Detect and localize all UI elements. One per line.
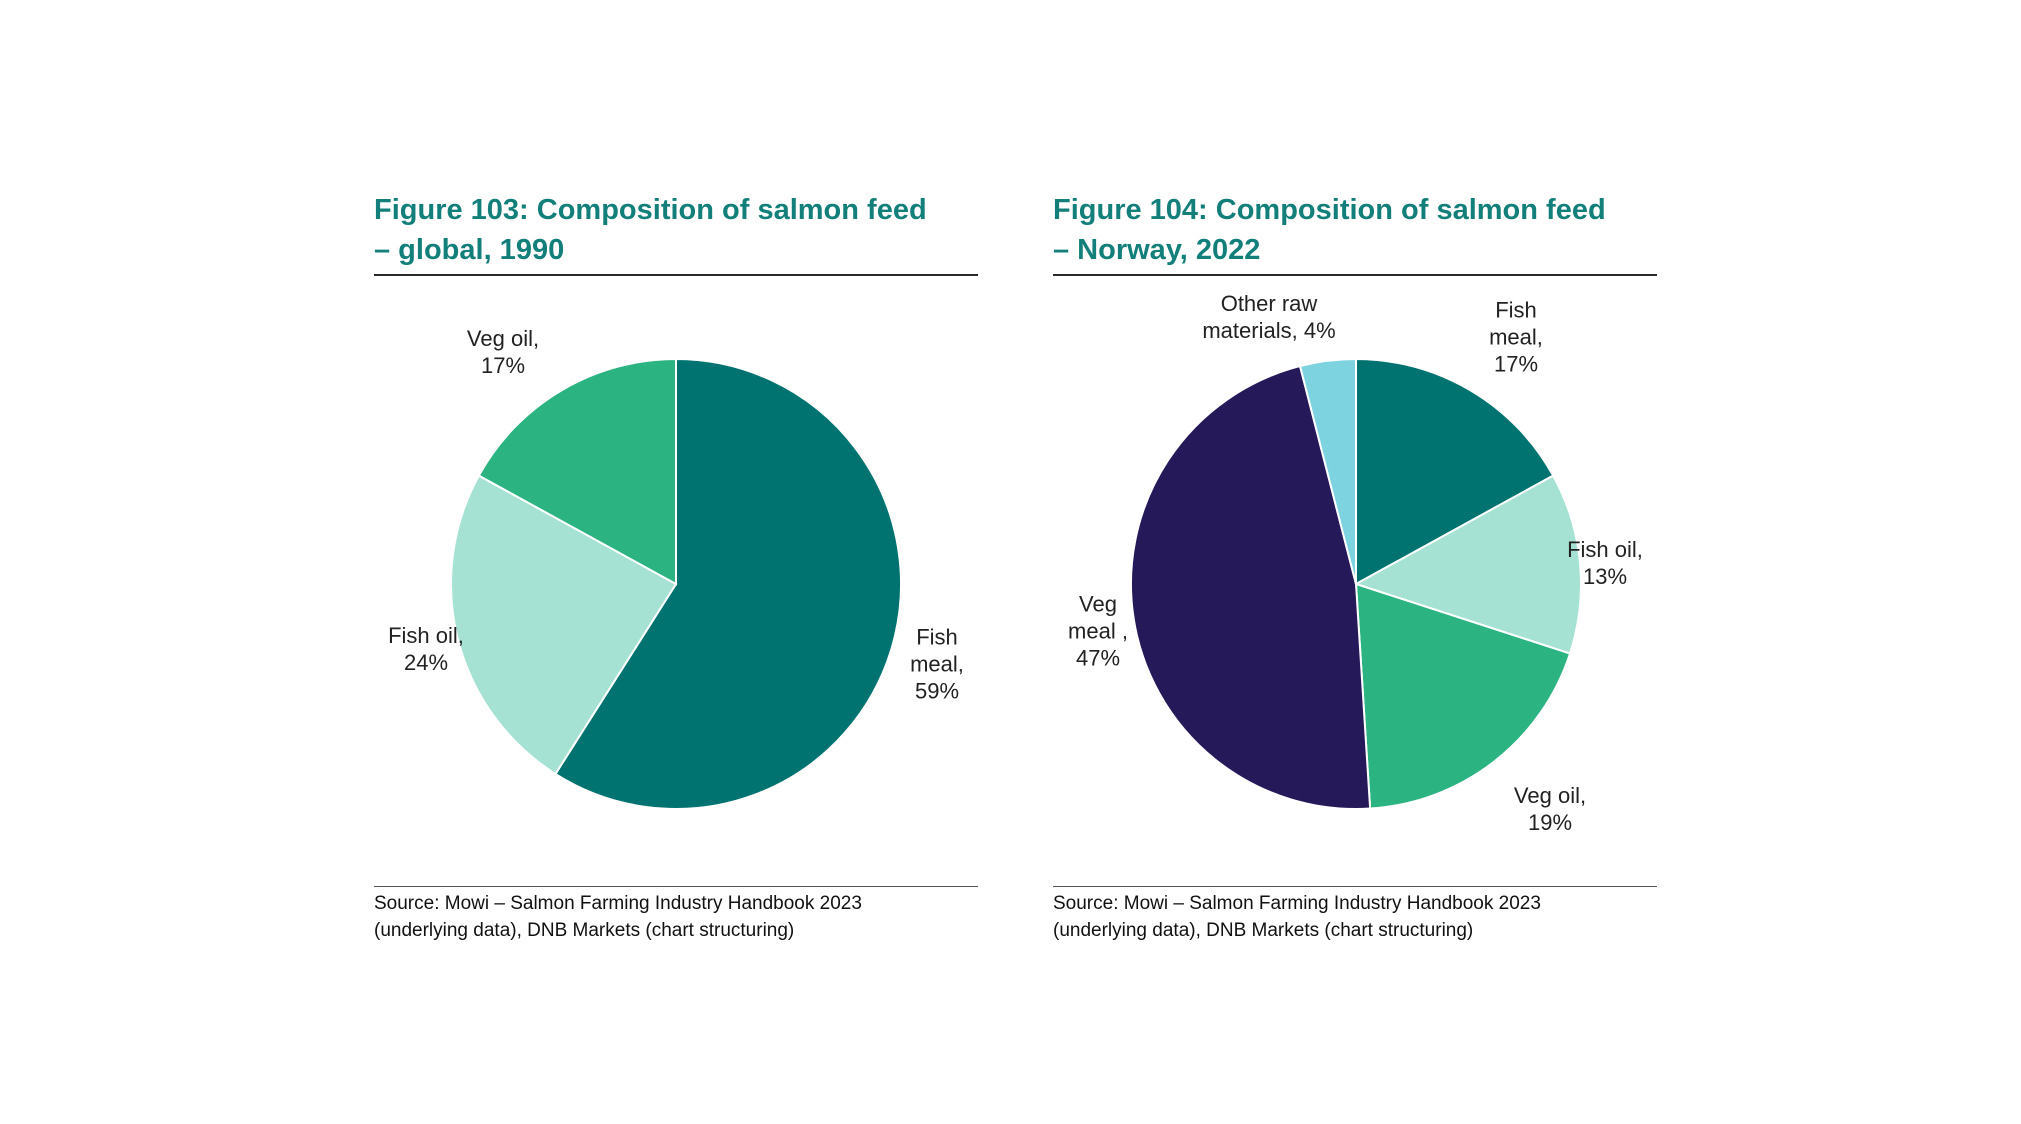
pie1-label-veg-oil: Veg oil, 19%: [1513, 783, 1587, 835]
figure-103-chart: Fish meal, 59% Fish oil, 24% Veg oil, 17…: [374, 276, 978, 886]
figure-103-title-line1: Figure 103: Composition of salmon feed: [374, 194, 927, 226]
pie1-slice-fish-oil: [1353, 474, 1582, 655]
figure-103-title: Figure 103: Composition of salmon feed –…: [374, 190, 978, 274]
figure-104-chart: Fish meal, 17% Fish oil, 13% Veg oil, 19…: [1053, 276, 1657, 886]
pie0-slice-fish-meal: [554, 357, 902, 810]
figure-103-title-rule: [374, 274, 978, 276]
pie0-slice-fish-oil: [450, 474, 678, 776]
figure-104-source: Source: Mowi – Salmon Farming Industry H…: [1053, 893, 1541, 941]
pie1-label-fish-oil: Fish oil, 13%: [1567, 537, 1643, 589]
figure-103-source-rule: [374, 886, 978, 887]
pie1-slice-veg-oil: [1354, 582, 1572, 810]
pie1-label-veg-meal: Veg meal , 47%: [1068, 591, 1128, 671]
figure-104-title-rule: [1053, 274, 1657, 276]
figure-103-title-line2: – global, 1990: [374, 234, 565, 266]
pie1-slice-fish-meal: [1355, 357, 1555, 586]
pie0-slice-veg-oil: [477, 357, 677, 586]
figure-104-panel: Figure 104: Composition of salmon feed –…: [1053, 190, 1657, 944]
pie1-label-fish-meal: Fish meal, 17%: [1489, 297, 1543, 377]
pie0-label-fish-oil: Fish oil, 24%: [388, 623, 464, 675]
pie0-label-veg-oil: Veg oil, 17%: [466, 326, 540, 378]
pie0-label-fish-meal: Fish meal, 59%: [910, 624, 964, 704]
pie1-slice-other-raw-materials: [1298, 357, 1357, 585]
figure-104-title: Figure 104: Composition of salmon feed –…: [1053, 190, 1657, 274]
figure-103-source: Source: Mowi – Salmon Farming Industry H…: [374, 893, 862, 941]
figure-103-panel: Figure 103: Composition of salmon feed –…: [374, 190, 978, 944]
figure-104-title-line2: – Norway, 2022: [1053, 234, 1261, 266]
figure-104-pie: [1129, 357, 1582, 810]
figure-104-source-rule: [1053, 886, 1657, 887]
figure-103-pie: [450, 357, 902, 810]
pie1-slice-veg-meal: [1129, 364, 1372, 810]
figure-104-title-line1: Figure 104: Composition of salmon feed: [1053, 194, 1606, 226]
pie1-label-other-raw-materials: Other raw materials, 4%: [1202, 291, 1336, 343]
